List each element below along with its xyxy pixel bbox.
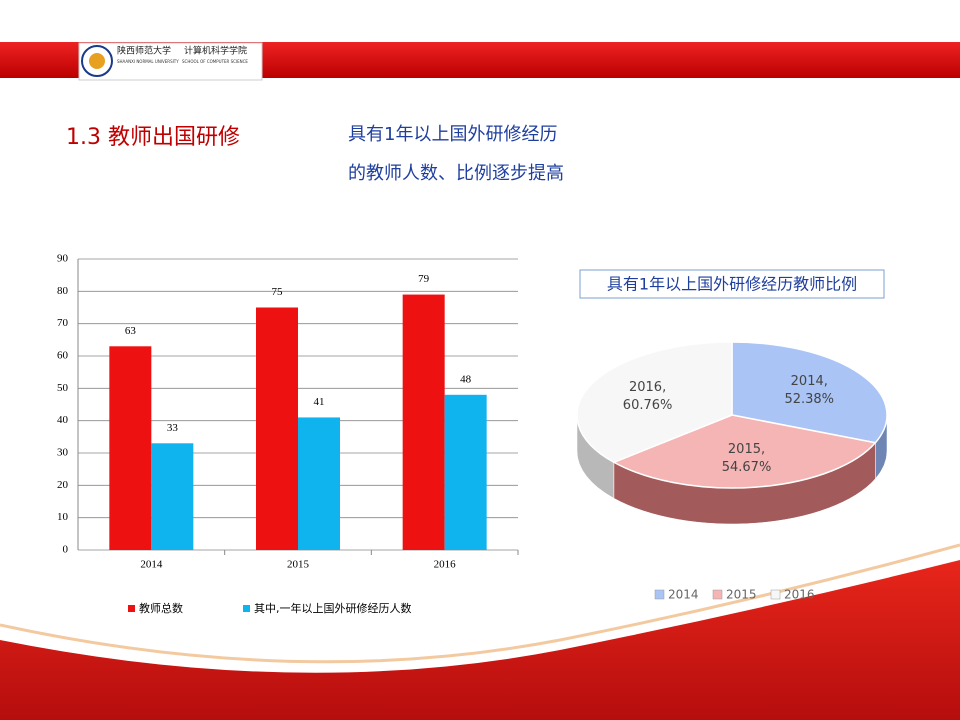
footer-swoosh — [0, 560, 960, 720]
y-tick-label: 10 — [57, 511, 69, 523]
y-tick-label: 0 — [63, 544, 69, 556]
bar — [402, 294, 445, 550]
y-tick-label: 80 — [57, 285, 69, 297]
slice-value-label: 54.67% — [722, 460, 772, 475]
legend-swatch — [128, 605, 135, 612]
slice-value-label: 60.76% — [623, 398, 673, 413]
university-en: SHAANXI NORMAL UNIVERSITY — [117, 59, 179, 64]
y-tick-label: 90 — [57, 253, 69, 265]
school-en: SCHOOL OF COMPUTER SCIENCE — [182, 59, 248, 64]
y-tick-label: 70 — [57, 317, 69, 329]
y-tick-label: 40 — [57, 414, 69, 426]
x-tick-label: 2016 — [434, 559, 457, 571]
legend-swatch — [243, 605, 250, 612]
bar — [444, 394, 487, 550]
section-title: 1.3 教师出国研修 — [66, 125, 240, 150]
pie-slice — [576, 341, 733, 464]
bar — [256, 307, 298, 550]
subtitle: 具有1年以上国外研修经历 — [348, 124, 557, 145]
y-tick-label: 20 — [57, 479, 69, 491]
data-label: 79 — [418, 273, 430, 285]
data-label: 75 — [272, 286, 284, 298]
y-tick-label: 60 — [57, 350, 69, 362]
data-label: 33 — [167, 422, 179, 434]
slice-label: 2016, — [629, 380, 666, 395]
legend-swatch — [770, 589, 781, 600]
legend-swatch — [712, 589, 723, 600]
bar — [109, 346, 152, 550]
legend-label: 2016 — [784, 588, 815, 602]
slice-label: 2015, — [728, 442, 765, 457]
legend-label: 2015 — [726, 588, 757, 602]
pie-title: 具有1年以上国外研修经历教师比例 — [607, 275, 857, 294]
data-label: 41 — [314, 396, 325, 408]
data-label: 63 — [125, 325, 137, 337]
bar — [151, 443, 194, 550]
subtitle: 的教师人数、比例逐步提高 — [348, 163, 564, 184]
y-tick-label: 50 — [57, 382, 69, 394]
pie-slice — [731, 341, 888, 444]
legend-label: 教师总数 — [139, 601, 183, 615]
footer-line — [0, 543, 960, 664]
x-tick-label: 2014 — [140, 559, 163, 571]
legend-swatch — [654, 589, 665, 600]
slice-label: 2014, — [791, 374, 828, 389]
university-name: 陕西师范大学 — [117, 45, 171, 57]
y-tick-label: 30 — [57, 447, 69, 459]
pie-title-box — [579, 269, 885, 299]
pie-slice — [612, 414, 877, 489]
legend-label: 其中,一年以上国外研修经历人数 — [254, 601, 412, 615]
slice-value-label: 52.38% — [784, 392, 834, 407]
logo-emblem-core — [89, 53, 105, 69]
legend-label: 2014 — [668, 588, 699, 602]
data-label: 48 — [460, 373, 472, 385]
bar — [298, 417, 340, 550]
x-tick-label: 2015 — [287, 559, 310, 571]
school-name: 计算机科学学院 — [184, 45, 247, 57]
